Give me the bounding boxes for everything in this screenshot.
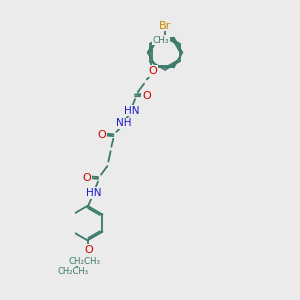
Text: Br: Br: [159, 20, 171, 31]
Text: HN: HN: [86, 188, 102, 198]
Text: O: O: [82, 173, 91, 183]
Text: NH: NH: [116, 118, 132, 128]
Text: O: O: [98, 130, 106, 140]
Text: O: O: [84, 245, 93, 255]
Text: CH₃: CH₃: [152, 36, 169, 45]
Text: CH₂CH₃: CH₂CH₃: [68, 256, 100, 266]
Text: O: O: [83, 245, 92, 255]
Text: CH₂CH₃: CH₂CH₃: [57, 267, 88, 276]
Text: HN: HN: [124, 106, 139, 116]
Text: O: O: [142, 91, 151, 100]
Text: O: O: [148, 66, 157, 76]
